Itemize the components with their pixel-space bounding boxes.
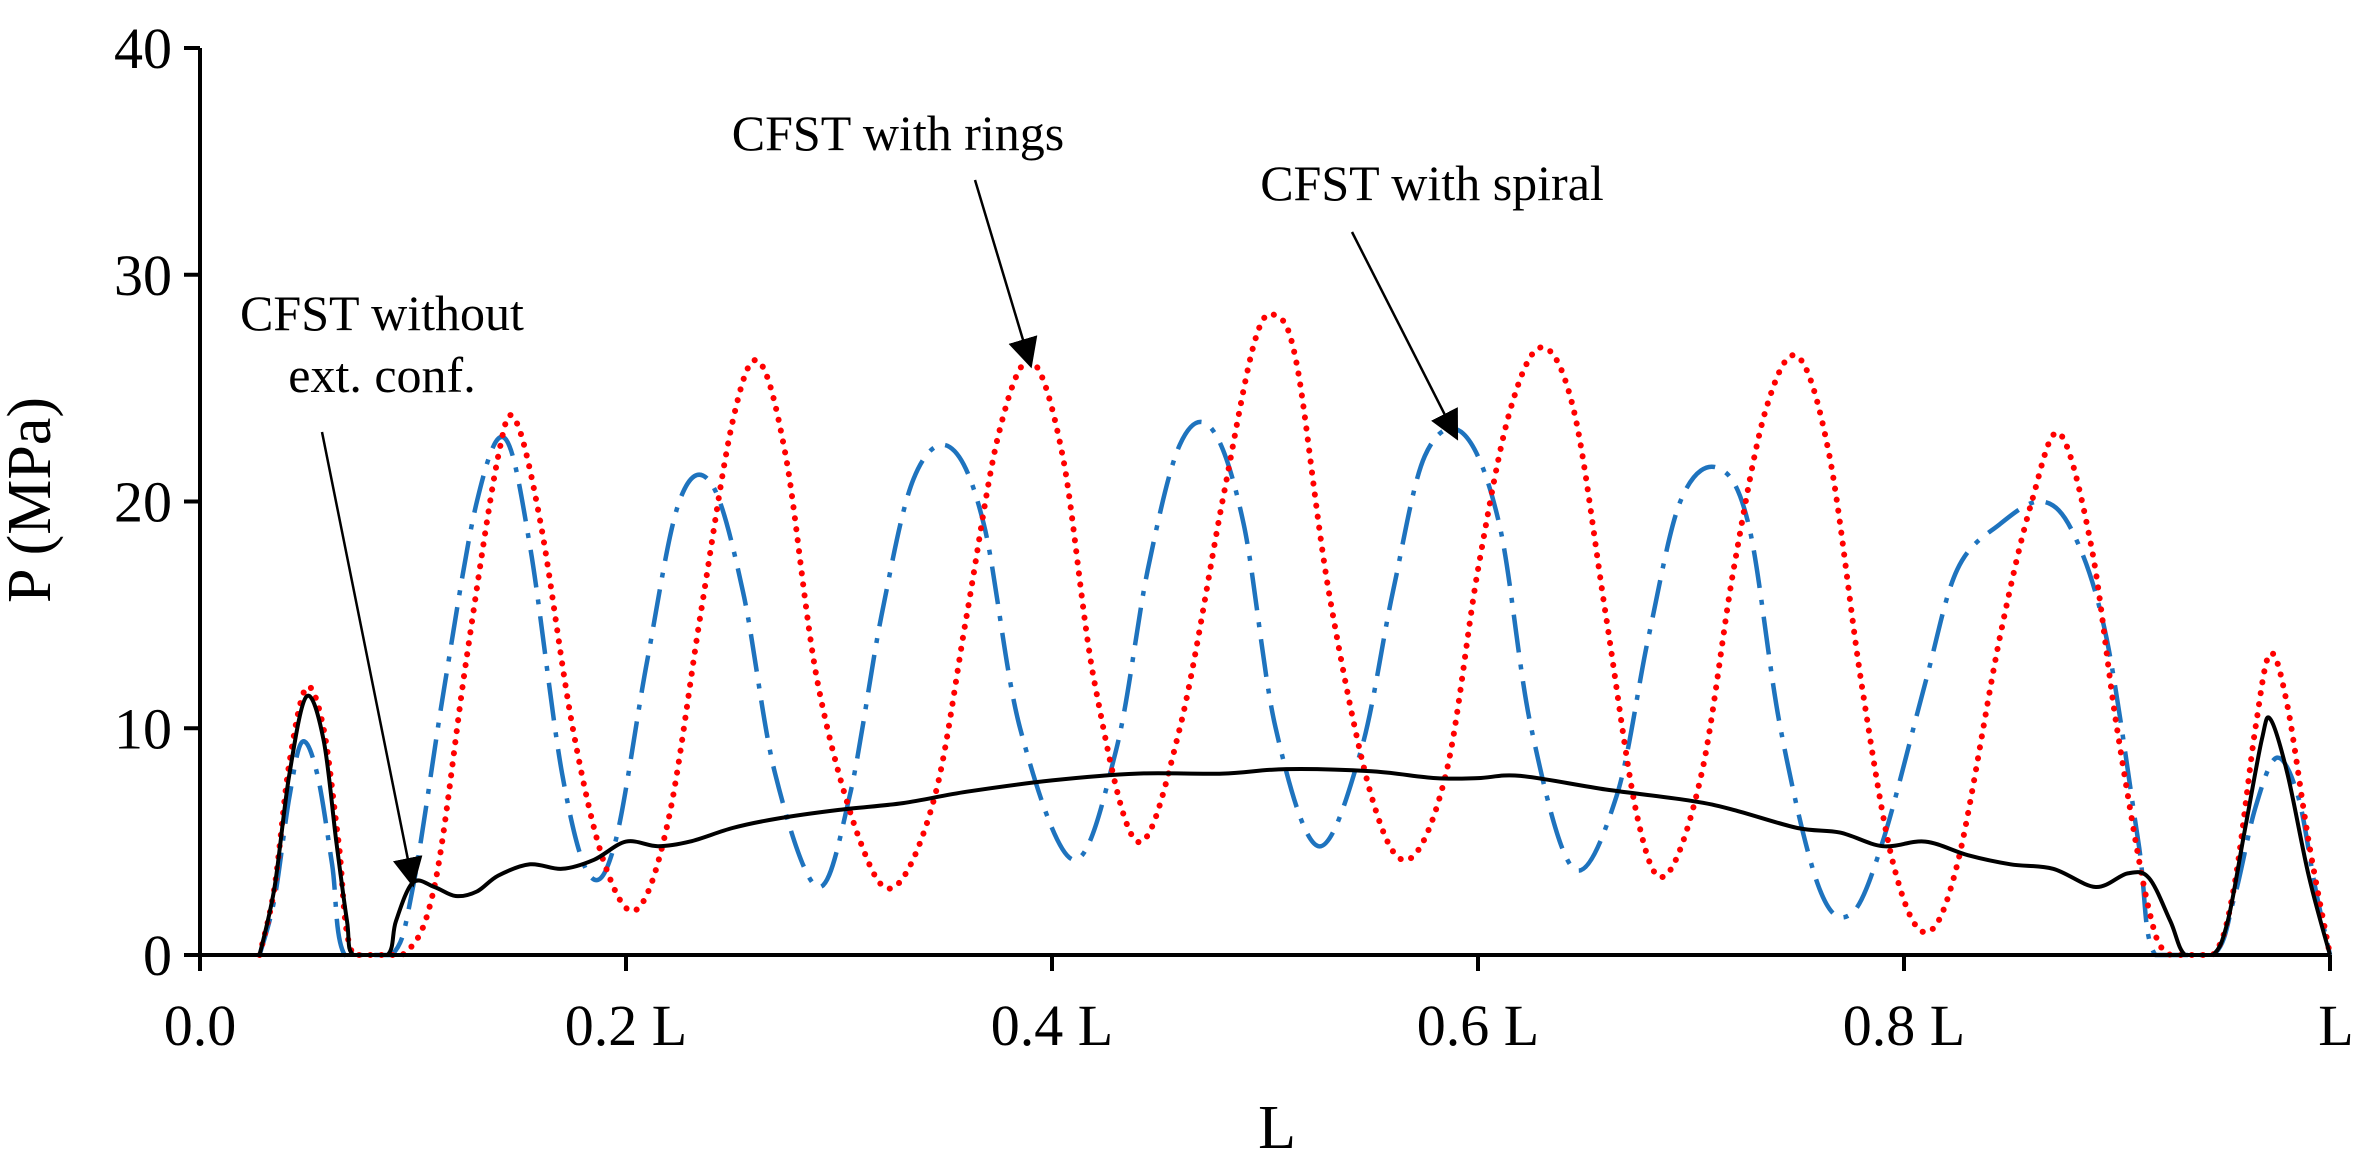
y-tick-layer: 0 10 20 30 40 <box>114 16 200 988</box>
y-tick-label: 30 <box>114 243 172 308</box>
x-axis-title: L <box>1258 1094 1296 1162</box>
annotation-arrow <box>1350 231 1459 441</box>
annotation-label: CFST without <box>240 285 524 341</box>
annotation-label: CFST with rings <box>732 105 1065 161</box>
annotation-arrow <box>320 431 423 888</box>
series-line-0 <box>257 693 2332 957</box>
annotation-layer: CFST without ext. conf. CFST with rings CFS… <box>240 105 1604 888</box>
x-tick-label: 0.0 <box>164 993 237 1058</box>
annotation-arrow <box>973 179 1038 369</box>
x-tick-label: 0.4 L <box>991 993 1113 1058</box>
x-tick-label: 0.8 L <box>1843 993 1965 1058</box>
annotation-label: ext. conf. <box>288 347 475 403</box>
series-line-2 <box>257 419 2333 958</box>
series-layer <box>256 310 2333 958</box>
x-tick-layer: 0.0 0.2 L 0.4 L 0.6 L 0.8 L L <box>164 955 2354 1058</box>
series-line-1 <box>256 310 2333 958</box>
y-tick-label: 40 <box>114 16 172 81</box>
x-tick-label: 0.2 L <box>565 993 687 1058</box>
y-axis-title: P (MPa) <box>0 397 64 603</box>
x-tick-label: L <box>2318 993 2353 1058</box>
y-tick-label: 10 <box>114 696 172 761</box>
annotation-label: CFST with spiral <box>1260 155 1604 211</box>
y-tick-label: 0 <box>143 923 172 988</box>
y-tick-label: 20 <box>114 470 172 535</box>
x-tick-label: 0.6 L <box>1417 993 1539 1058</box>
